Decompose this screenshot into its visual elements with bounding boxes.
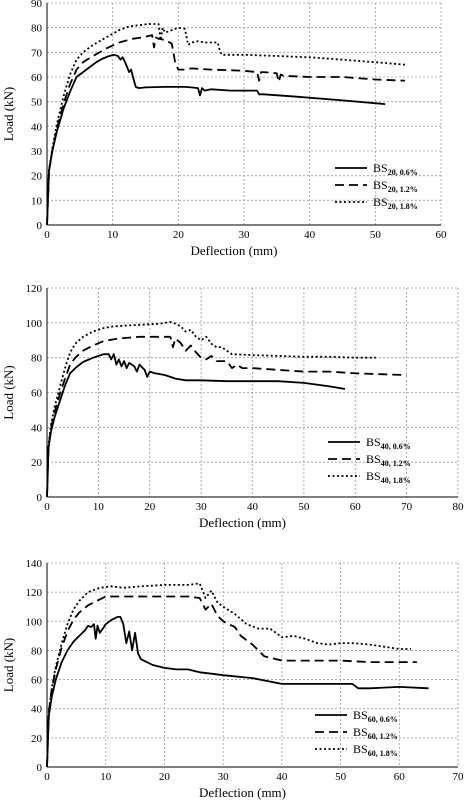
chart-bs60: 0 10 20 30 40 50 60 70 0 20 40 60 80 100 120 140 Deflect… (1, 558, 464, 800)
x-tick-label: 0 (44, 501, 50, 513)
legend-entry: BS60, 1.2% (353, 725, 398, 741)
y-tick-label: 40 (31, 422, 43, 434)
y-tick-label: 80 (31, 23, 43, 35)
x-axis-label: Deflection (mm) (191, 243, 278, 258)
y-tick-label: 40 (31, 704, 43, 716)
y-tick-label: 20 (31, 171, 43, 183)
y-tick-label: 140 (26, 558, 43, 570)
legend-entry: BS60, 0.6% (353, 708, 398, 724)
series-line (46, 34, 405, 226)
y-tick-label: 100 (26, 616, 43, 628)
x-tick-label: 20 (173, 229, 185, 241)
y-tick-label: 70 (31, 47, 43, 59)
legend-entry: BS60, 1.8% (353, 742, 398, 758)
x-tick-label: 20 (159, 771, 171, 783)
x-tick-label: 60 (394, 771, 406, 783)
y-tick-label: 90 (31, 0, 43, 10)
x-tick-label: 60 (350, 501, 362, 513)
x-tick-label: 10 (93, 501, 105, 513)
chart-bs40: 0 10 20 30 40 50 60 70 80 0 20 40 60 80 100 120 Deflecti… (1, 283, 464, 530)
y-tick-label: 40 (31, 121, 43, 133)
y-axis-label: Load (kN) (1, 638, 16, 693)
series-line (46, 595, 417, 768)
legend-entry: BS40, 1.2% (366, 452, 411, 468)
y-tick-label: 100 (26, 318, 43, 330)
y-tick-label: 120 (26, 587, 43, 599)
y-tick-label: 50 (31, 97, 43, 109)
legend-entry: BS20, 1.2% (373, 178, 418, 194)
y-tick-label: 0 (37, 220, 43, 232)
x-tick-label: 80 (453, 501, 465, 513)
y-tick-label: 60 (31, 675, 43, 687)
y-tick-label: 80 (31, 353, 43, 365)
legend-entry: BS40, 0.6% (366, 435, 411, 451)
y-axis-label: Load (kN) (1, 87, 16, 142)
y-tick-label: 30 (31, 146, 43, 158)
y-tick-label: 0 (37, 492, 43, 504)
y-tick-label: 120 (26, 283, 43, 295)
x-tick-label: 50 (370, 229, 382, 241)
x-tick-label: 60 (436, 229, 448, 241)
x-axis-label: Deflection (mm) (199, 785, 286, 800)
x-tick-label: 20 (144, 501, 156, 513)
x-tick-label: 70 (453, 771, 465, 783)
x-tick-label: 50 (298, 501, 310, 513)
x-axis-label: Deflection (mm) (199, 515, 286, 530)
x-tick-label: 10 (100, 771, 112, 783)
y-tick-label: 20 (31, 733, 43, 745)
y-tick-label: 60 (31, 72, 43, 84)
legend-entry: BS40, 1.8% (366, 469, 411, 485)
series-line (46, 335, 407, 498)
x-tick-label: 0 (44, 771, 50, 783)
y-tick-label: 60 (31, 388, 43, 400)
x-tick-label: 40 (247, 501, 259, 513)
x-tick-label: 70 (401, 501, 413, 513)
series-line (46, 582, 411, 768)
y-axis-label: Load (kN) (1, 365, 16, 420)
legend-entry: BS20, 1.8% (373, 195, 418, 211)
x-tick-label: 40 (304, 229, 316, 241)
y-tick-label: 0 (37, 762, 43, 774)
y-tick-label: 10 (31, 195, 43, 207)
x-tick-label: 50 (335, 771, 347, 783)
x-tick-label: 0 (44, 229, 50, 241)
series-line (46, 353, 346, 498)
chart-bs20: 0 10 20 30 40 50 60 0 10 20 30 40 50 60 70 80 90 Deflecti… (1, 0, 447, 258)
x-tick-label: 10 (107, 229, 119, 241)
x-tick-label: 30 (196, 501, 208, 513)
x-tick-label: 30 (239, 229, 251, 241)
y-tick-label: 80 (31, 645, 43, 657)
x-tick-label: 40 (276, 771, 288, 783)
legend-entry: BS20, 0.6% (373, 161, 418, 177)
y-tick-label: 20 (31, 457, 43, 469)
series-line (46, 53, 386, 226)
series-line (46, 321, 376, 498)
series-line (46, 23, 405, 226)
series-line (46, 616, 429, 768)
x-tick-label: 30 (218, 771, 230, 783)
